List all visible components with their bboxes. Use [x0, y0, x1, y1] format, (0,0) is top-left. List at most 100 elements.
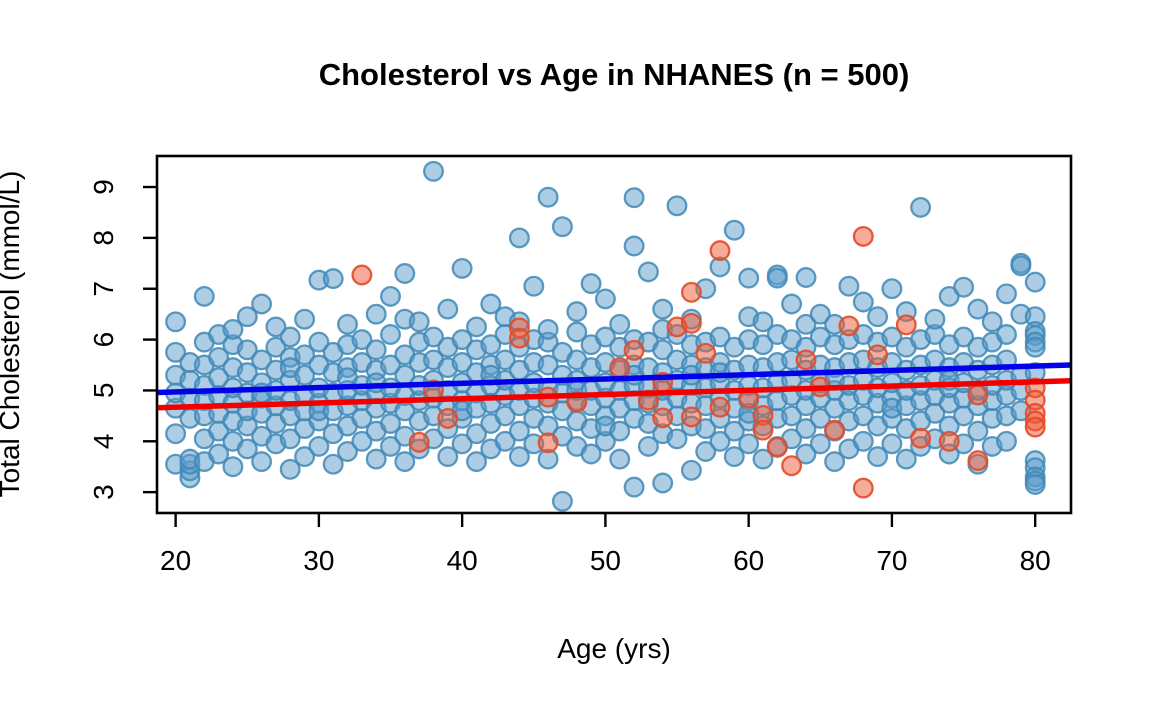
data-point-group-red — [838, 315, 860, 337]
data-point-group-blue — [781, 405, 803, 427]
data-point-group-blue — [637, 261, 659, 283]
data-point-group-blue — [666, 428, 688, 450]
data-point-group-red — [652, 407, 674, 429]
data-point-group-red — [910, 427, 932, 449]
data-point-group-blue — [322, 268, 344, 290]
data-point-group-blue — [222, 456, 244, 478]
data-point-group-blue — [551, 216, 573, 238]
data-point-group-blue — [652, 298, 674, 320]
data-point-group-blue — [1024, 474, 1046, 495]
data-point-group-blue — [752, 311, 774, 333]
data-point-group-blue — [551, 490, 573, 512]
data-point-group-blue — [881, 278, 903, 300]
data-point-group-blue — [365, 303, 387, 325]
data-point-group-blue — [408, 311, 430, 333]
data-point-group-blue — [795, 313, 817, 335]
y-tick-label: 5 — [88, 383, 119, 399]
data-point-group-blue — [466, 423, 487, 445]
data-point-group-blue — [652, 339, 674, 361]
data-point-group-blue — [781, 293, 803, 315]
data-point-group-blue — [294, 446, 316, 468]
data-point-group-blue — [451, 433, 473, 455]
red-fit-line — [156, 378, 1072, 411]
data-point-group-blue — [251, 451, 273, 473]
data-point-group-blue — [953, 326, 975, 348]
data-point-group-blue — [566, 301, 588, 323]
data-point-group-blue — [494, 349, 516, 371]
x-tick-label: 40 — [447, 545, 478, 576]
data-point-group-red — [967, 384, 989, 406]
data-point-group-blue — [709, 326, 731, 348]
data-point-group-blue — [394, 451, 416, 473]
data-point-group-blue — [752, 334, 774, 356]
data-point-group-blue — [294, 344, 316, 366]
data-point-group-red — [852, 225, 874, 247]
data-point-group-blue — [437, 446, 459, 468]
data-point-group-blue — [723, 420, 745, 442]
x-tick-label: 60 — [733, 545, 764, 576]
data-point-group-blue — [910, 196, 932, 218]
data-point-group-blue — [666, 195, 688, 217]
data-point-group-blue — [637, 435, 659, 457]
data-point-group-blue — [867, 306, 889, 328]
data-point-group-blue — [466, 316, 487, 338]
data-point-group-blue — [423, 326, 444, 348]
data-point-group-blue — [609, 420, 631, 442]
data-point-group-red — [680, 312, 702, 334]
data-point-group-blue — [508, 446, 530, 468]
data-point-group-blue — [236, 339, 258, 361]
data-point-group-red — [752, 419, 774, 441]
data-point-group-blue — [308, 435, 330, 457]
data-point-group-red — [795, 349, 817, 371]
data-point-group-blue — [508, 420, 530, 442]
data-point-group-red — [537, 432, 559, 454]
x-tick-label: 70 — [876, 545, 907, 576]
data-point-group-blue — [938, 285, 960, 307]
data-point-group-blue — [723, 446, 745, 468]
data-point-group-blue — [795, 418, 817, 440]
data-point-group-blue — [423, 160, 444, 182]
data-point-group-blue — [752, 448, 774, 470]
data-point-group-blue — [623, 235, 645, 257]
data-point-group-blue — [881, 433, 903, 455]
data-point-group-blue — [480, 334, 502, 356]
data-point-group-blue — [380, 324, 401, 345]
data-point-group-red — [623, 339, 645, 361]
data-point-group-blue — [967, 298, 989, 320]
data-point-group-blue — [852, 291, 874, 313]
data-point-group-red — [408, 431, 430, 453]
data-point-group-blue — [294, 308, 316, 330]
data-point-group-blue — [466, 451, 487, 473]
data-point-group-blue — [294, 364, 316, 386]
data-point-group-blue — [809, 303, 831, 325]
data-point-group-red — [609, 357, 631, 379]
x-axis-title: Age (yrs) — [557, 633, 671, 664]
data-point-group-blue — [322, 453, 344, 475]
data-point-group-blue — [494, 405, 516, 427]
data-point-group-blue — [193, 285, 215, 307]
data-point-group-red — [695, 342, 717, 364]
data-point-group-blue — [537, 318, 559, 340]
data-point-group-red — [680, 281, 702, 303]
data-point-group-blue — [251, 293, 273, 315]
data-point-group-red — [967, 450, 989, 472]
x-tick-label: 80 — [1020, 545, 1051, 576]
chart-title: Cholesterol vs Age in NHANES (n = 500) — [318, 57, 910, 92]
data-point-group-blue — [222, 318, 244, 340]
data-point-group-blue — [594, 288, 616, 310]
data-point-group-blue — [738, 267, 760, 289]
data-point-group-blue — [165, 341, 187, 363]
data-point-group-blue — [537, 354, 559, 376]
data-point-group-blue — [895, 448, 917, 470]
data-point-group-blue — [723, 219, 745, 241]
plot-border — [155, 154, 1073, 515]
x-tick-label: 20 — [160, 545, 191, 576]
data-point-group-blue — [380, 285, 401, 307]
x-tick-label: 30 — [303, 545, 334, 576]
data-point-group-blue — [451, 257, 473, 279]
data-point-group-blue — [795, 443, 817, 465]
data-point-group-blue — [695, 418, 717, 440]
data-point-group-red — [766, 436, 788, 458]
